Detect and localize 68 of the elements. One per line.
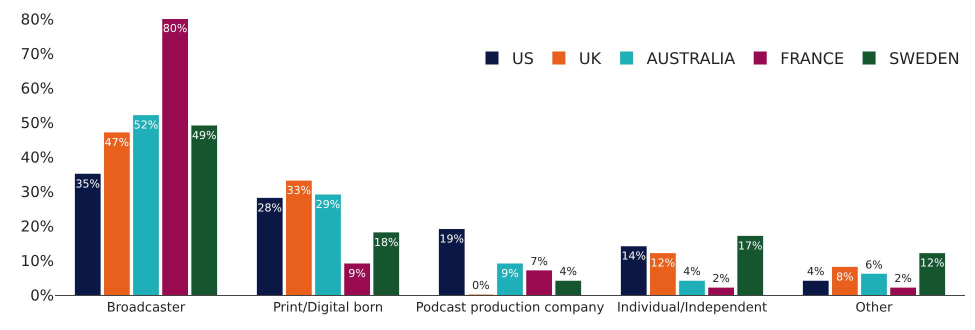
y-tick-label: 60% bbox=[20, 79, 54, 98]
data-label: 80% bbox=[162, 22, 188, 35]
bar bbox=[315, 194, 341, 295]
legend-label: FRANCE bbox=[780, 49, 844, 68]
y-tick-label: 10% bbox=[20, 252, 54, 270]
data-label: 33% bbox=[286, 184, 312, 198]
bar bbox=[438, 228, 465, 295]
x-tick-label: Other bbox=[856, 300, 894, 316]
data-label: 9% bbox=[348, 266, 366, 280]
bar bbox=[74, 174, 101, 295]
bar bbox=[191, 125, 218, 295]
x-tick-label: Broadcaster bbox=[106, 300, 186, 316]
legend-label: UK bbox=[578, 49, 602, 68]
x-tick-label: Podcast production company bbox=[416, 300, 605, 316]
data-label: 4% bbox=[683, 265, 701, 278]
data-label: 29% bbox=[316, 198, 340, 211]
bar bbox=[344, 263, 370, 295]
bar bbox=[373, 232, 400, 295]
legend-label: US bbox=[512, 49, 534, 68]
data-label: 4% bbox=[807, 265, 824, 278]
y-tick-label: 80% bbox=[20, 10, 54, 28]
bar bbox=[861, 274, 887, 295]
bar bbox=[679, 280, 705, 295]
bar bbox=[526, 270, 552, 295]
data-label: 6% bbox=[865, 258, 883, 272]
x-tick-label: Print/Digital born bbox=[272, 300, 384, 316]
data-label: 9% bbox=[501, 266, 519, 280]
bar bbox=[832, 266, 858, 295]
data-label: 19% bbox=[440, 232, 464, 246]
x-tick-label: Individual/Independent bbox=[616, 300, 768, 316]
data-label: 12% bbox=[920, 256, 944, 270]
bar bbox=[802, 280, 829, 295]
bar bbox=[133, 115, 159, 295]
data-label: 7% bbox=[530, 254, 548, 268]
y-tick-label: 40% bbox=[20, 148, 54, 166]
legend-label: SWEDEN bbox=[889, 49, 960, 68]
data-label: 8% bbox=[836, 270, 854, 284]
bar bbox=[286, 180, 312, 295]
y-tick-label: 70% bbox=[20, 44, 54, 63]
bar bbox=[890, 288, 916, 295]
data-label: 0% bbox=[472, 279, 490, 292]
data-label: 28% bbox=[258, 201, 282, 214]
data-label: 14% bbox=[622, 250, 646, 263]
data-label: 47% bbox=[104, 136, 130, 149]
bar bbox=[650, 253, 676, 295]
data-label: 2% bbox=[894, 272, 912, 286]
data-label: 52% bbox=[134, 118, 158, 132]
bar bbox=[256, 198, 283, 295]
legend-label: AUSTRALIA bbox=[646, 49, 736, 68]
data-label: 12% bbox=[650, 256, 676, 270]
y-tick-label: 50% bbox=[20, 114, 54, 132]
bar bbox=[104, 132, 130, 295]
bar bbox=[620, 246, 647, 295]
data-label: 17% bbox=[738, 239, 762, 252]
data-label: 2% bbox=[712, 272, 730, 286]
bar bbox=[708, 288, 734, 295]
bar bbox=[555, 280, 582, 295]
y-tick-label: 0% bbox=[30, 286, 54, 304]
bar bbox=[497, 263, 523, 295]
bar bbox=[162, 19, 188, 295]
data-label: 49% bbox=[192, 128, 216, 142]
y-tick-label: 20% bbox=[20, 217, 54, 236]
bar bbox=[919, 253, 946, 295]
bar bbox=[737, 236, 764, 295]
y-tick-label: 30% bbox=[20, 182, 54, 201]
data-label: 35% bbox=[76, 177, 100, 190]
data-label: 4% bbox=[560, 265, 577, 278]
data-label: 18% bbox=[374, 236, 398, 249]
